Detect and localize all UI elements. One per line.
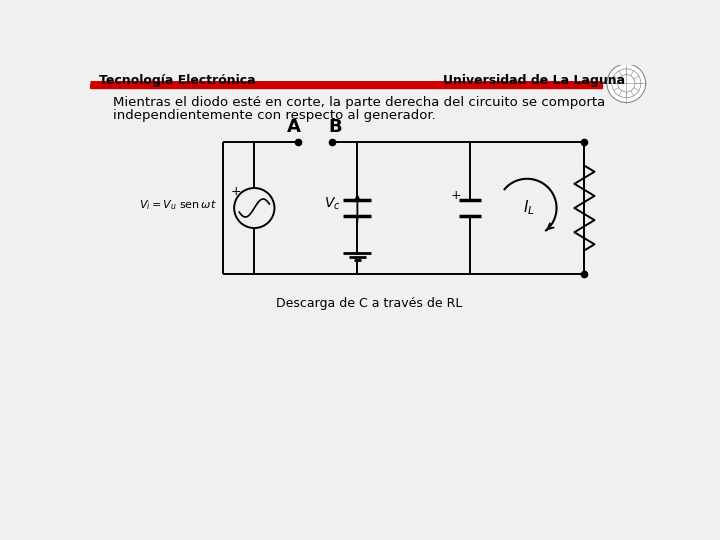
Text: +: + xyxy=(230,185,241,198)
Text: B: B xyxy=(329,118,343,136)
Text: $I_L$: $I_L$ xyxy=(523,199,534,218)
Text: Tecnología Electrónica: Tecnología Electrónica xyxy=(99,74,256,87)
Text: $V_i = V_u\ \mathsf{sen}\,\omega t$: $V_i = V_u\ \mathsf{sen}\,\omega t$ xyxy=(140,198,217,212)
Text: +: + xyxy=(451,189,461,202)
Text: Mientras el diodo esté en corte, la parte derecha del circuito se comporta: Mientras el diodo esté en corte, la part… xyxy=(113,96,606,110)
Text: A: A xyxy=(287,118,301,136)
Text: Universidad de La Laguna: Universidad de La Laguna xyxy=(443,74,625,87)
Text: $V_c$: $V_c$ xyxy=(323,196,341,212)
Text: independientemente con respecto al generador.: independientemente con respecto al gener… xyxy=(113,109,436,122)
Circle shape xyxy=(607,64,646,103)
Text: Descarga de C a través de RL: Descarga de C a través de RL xyxy=(276,297,462,310)
